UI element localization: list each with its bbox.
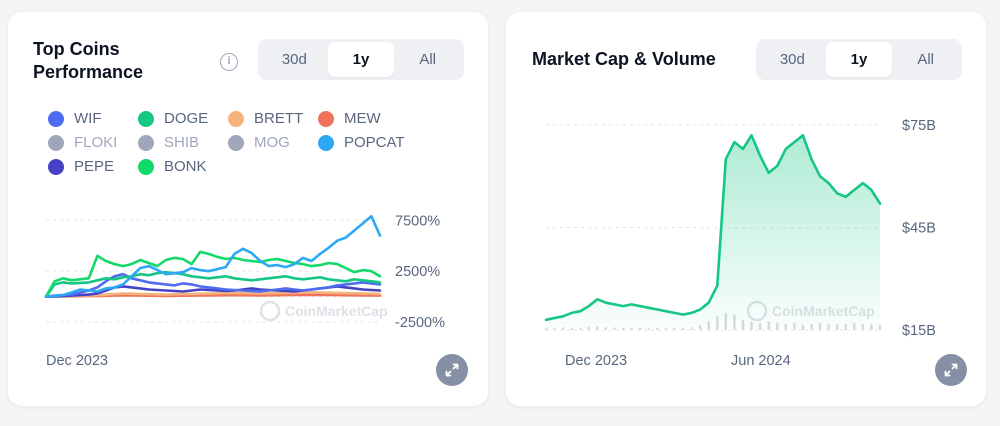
expand-button[interactable] [436, 354, 468, 386]
legend-item-mew[interactable]: MEW [318, 110, 381, 127]
legend-dot [228, 134, 244, 151]
y-tick-label: 2500% [395, 264, 440, 280]
x-tick-label: Dec 2023 [565, 353, 627, 369]
legend-item-bonk[interactable]: BONK [138, 158, 207, 175]
legend-label: PEPE [74, 158, 115, 175]
series-line-popcat [44, 215, 382, 298]
card-title: Top Coins Performance [33, 39, 144, 82]
watermark-logo [259, 300, 281, 322]
series-line-bonk [44, 250, 382, 298]
legend-item-mog[interactable]: MOG [228, 134, 290, 151]
market-cap-volume-card: Market Cap & Volume 30d 1y All $75B $45B $… [506, 12, 986, 406]
y-tick-label: -2500% [395, 315, 445, 331]
legend-label: MOG [254, 134, 290, 151]
legend-dot [138, 134, 154, 151]
tab-30d[interactable]: 30d [281, 51, 307, 68]
tab-1y[interactable]: 1y [327, 42, 395, 77]
info-icon[interactable]: i [220, 53, 238, 71]
tab-all[interactable]: All [419, 51, 437, 68]
y-tick-label: $15B [902, 323, 936, 339]
legend-label: WIF [74, 110, 102, 127]
legend-item-wif[interactable]: WIF [48, 110, 102, 127]
expand-button[interactable] [935, 354, 967, 386]
legend-label: SHIB [164, 134, 200, 151]
legend-label: DOGE [164, 110, 209, 127]
legend-label: MEW [344, 110, 381, 127]
watermark: CoinMarketCap [259, 300, 388, 322]
legend-item-doge[interactable]: DOGE [138, 110, 208, 127]
legend-item-floki[interactable]: FLOKI [48, 134, 117, 151]
legend-label: BRETT [254, 110, 304, 127]
legend-dot [318, 110, 334, 127]
x-tick-label: Dec 2023 [46, 353, 108, 369]
legend-label: POPCAT [344, 134, 405, 151]
legend-item-brett[interactable]: BRETT [228, 110, 303, 127]
y-tick-label: 7500% [395, 213, 440, 229]
legend-label: FLOKI [74, 134, 118, 151]
legend-dot [138, 158, 154, 175]
legend-dot [48, 110, 64, 127]
series-line-brett [44, 291, 382, 298]
expand-icon [944, 363, 958, 377]
series-line-wif [44, 272, 382, 298]
series-line-doge [44, 270, 382, 298]
top-coins-performance-card: Top Coins Performance i 30d 1y All WIF D… [8, 12, 488, 406]
legend-dot [138, 110, 154, 127]
card-title: Market Cap & Volume [532, 49, 716, 69]
legend-dot [48, 134, 64, 151]
legend-item-popcat[interactable]: POPCAT [318, 134, 405, 151]
legend-item-shib[interactable]: SHIB [138, 134, 199, 151]
expand-icon [445, 363, 459, 377]
legend-dot [228, 110, 244, 127]
market-cap-line [544, 134, 882, 322]
legend-dot [48, 158, 64, 175]
timeframe-selector: 30d 1y All [756, 39, 962, 80]
y-tick-label: $75B [902, 118, 936, 134]
market-cap-area [546, 135, 880, 330]
tab-30d[interactable]: 30d [779, 51, 805, 68]
y-tick-label: $45B [902, 221, 936, 237]
legend-item-pepe[interactable]: PEPE [48, 158, 114, 175]
legend-dot [318, 134, 334, 151]
x-tick-label: Jun 2024 [731, 353, 791, 369]
legend-label: BONK [164, 158, 207, 175]
tab-1y[interactable]: 1y [825, 42, 893, 77]
watermark-label: CoinMarketCap [285, 303, 388, 319]
performance-line-chart: 7500% 2500% -2500% Dec 2023 CoinMarketCap [44, 213, 445, 369]
tab-all[interactable]: All [917, 51, 935, 68]
timeframe-selector: 30d 1y All [258, 39, 464, 80]
